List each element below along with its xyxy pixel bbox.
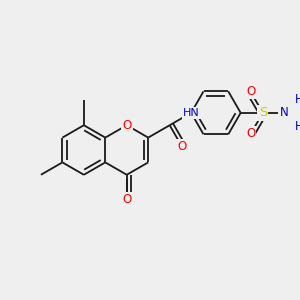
Text: N: N [280, 106, 288, 119]
Text: O: O [246, 85, 255, 98]
Text: H: H [295, 120, 300, 133]
Text: O: O [177, 140, 187, 153]
Text: S: S [259, 106, 267, 119]
Text: O: O [122, 119, 131, 132]
Text: O: O [122, 193, 131, 206]
Text: H: H [295, 93, 300, 106]
Text: O: O [246, 128, 255, 140]
Text: HN: HN [183, 108, 200, 118]
